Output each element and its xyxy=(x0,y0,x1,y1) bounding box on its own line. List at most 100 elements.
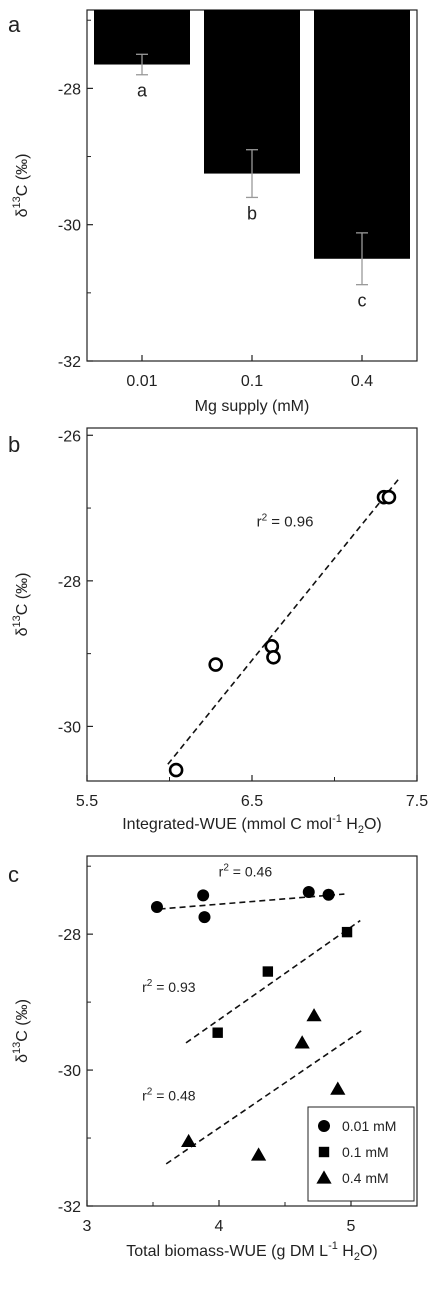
r2-r: r xyxy=(257,513,262,530)
xlabel-mid: H xyxy=(342,816,358,833)
legend-marker-square xyxy=(318,1146,330,1158)
xlabel-sup: -1 xyxy=(332,813,342,825)
ylabel-rest: C (‰) xyxy=(14,573,31,616)
panel-letter-a: a xyxy=(8,12,21,37)
y-axis-label: δ13C (‰) xyxy=(11,154,31,218)
y-tick-label: -32 xyxy=(58,1199,81,1216)
regression-line xyxy=(185,919,361,1044)
ylabel-delta: δ xyxy=(14,627,31,636)
legend: 0.01 mM 0.1 mM 0.4 mM xyxy=(307,1106,415,1202)
ylabel-sup: 13 xyxy=(11,196,23,208)
r2-value: = 0.93 xyxy=(152,979,195,995)
xlabel-pre: Integrated-WUE (mmol C mol xyxy=(122,816,332,833)
y-tick-label: -26 xyxy=(58,428,81,445)
data-point-triangle xyxy=(330,1081,346,1095)
data-point-triangle xyxy=(251,1147,267,1161)
regression-line xyxy=(159,893,345,910)
x-axis-label: Integrated-WUE (mmol C mol-1 H2O) xyxy=(122,813,382,836)
y-tick-label: -30 xyxy=(58,218,81,235)
x-tick-label: 4 xyxy=(215,1218,224,1235)
legend-marker-circle xyxy=(318,1120,330,1132)
y-tick-label: -28 xyxy=(58,574,81,591)
ylabel-delta: δ xyxy=(14,208,31,217)
x-axis-label: Total biomass-WUE (g DM L-1 H2O) xyxy=(126,1240,378,1263)
y-tick-label: -28 xyxy=(58,81,81,98)
data-point-circle xyxy=(197,889,210,902)
r2-r: r xyxy=(142,979,147,995)
xlabel-post: O) xyxy=(364,816,382,833)
legend-label: 0.01 mM xyxy=(342,1118,396,1134)
data-point xyxy=(381,489,397,505)
r2-sup: 2 xyxy=(262,512,268,523)
r-squared-label: r2 = 0.96 xyxy=(257,512,314,530)
data-point-circle xyxy=(322,888,335,901)
data-point-square xyxy=(212,1027,223,1038)
panel-a-bar-chart: -28 -30 -32 a 0.01 b 0.1 c 0.4 Mg supply (mM) δ13C… xyxy=(11,9,418,415)
data-point-triangle xyxy=(294,1035,310,1049)
legend-label: 0.4 mM xyxy=(342,1170,389,1186)
data-point-square xyxy=(262,966,274,977)
bar xyxy=(204,10,300,174)
ylabel-rest: C (‰) xyxy=(14,154,31,197)
r-squared-label: r2 = 0.93 xyxy=(142,978,196,995)
x-tick-label: 3 xyxy=(83,1218,92,1235)
ylabel-sup: 13 xyxy=(11,615,23,627)
x-tick-label: 5.5 xyxy=(76,793,98,810)
y-axis-label: δ13C (‰) xyxy=(11,573,31,637)
x-tick-label: 5 xyxy=(347,1218,356,1235)
xlabel-sup: -1 xyxy=(328,1240,338,1252)
r2-sup: 2 xyxy=(147,978,153,989)
y-axis-label: δ13C (‰) xyxy=(11,999,31,1063)
data-point-circle xyxy=(302,886,315,899)
ylabel-delta: δ xyxy=(14,1054,31,1063)
r2-value: = 0.48 xyxy=(152,1088,195,1104)
r2-value: = 0.96 xyxy=(267,513,313,530)
y-tick-label: -32 xyxy=(58,354,81,371)
significance-letter: c xyxy=(358,291,367,311)
xlabel-mid: H xyxy=(338,1243,354,1260)
data-point-circle xyxy=(150,900,163,913)
y-tick-label: -28 xyxy=(58,927,81,944)
x-tick-label: 6.5 xyxy=(241,793,263,810)
xlabel-pre: Total biomass-WUE (g DM L xyxy=(126,1243,328,1260)
r2-r: r xyxy=(142,1088,147,1104)
data-point xyxy=(208,657,223,672)
panel-letter-b: b xyxy=(8,432,20,457)
legend-label: 0.1 mM xyxy=(342,1144,389,1160)
bar xyxy=(314,10,410,259)
y-tick-label: -30 xyxy=(58,719,81,736)
plot-frame xyxy=(86,855,418,1207)
data-point-triangle xyxy=(181,1133,197,1148)
data-point xyxy=(168,762,184,778)
plot-frame xyxy=(86,427,418,782)
r2-sup: 2 xyxy=(147,1087,153,1098)
x-axis-label: Mg supply (mM) xyxy=(195,398,310,415)
ylabel-rest: C (‰) xyxy=(14,999,31,1042)
panel-letter-c: c xyxy=(8,862,19,887)
legend-marker-triangle xyxy=(316,1170,332,1184)
data-point xyxy=(266,649,281,665)
xlabel-post: O) xyxy=(360,1243,378,1260)
xlabel-sub: 2 xyxy=(354,1251,360,1263)
x-tick-label: 7.5 xyxy=(406,793,428,810)
data-point-circle xyxy=(198,911,211,924)
r2-r: r xyxy=(219,863,224,879)
data-point-square xyxy=(341,926,353,938)
xlabel-sub: 2 xyxy=(358,824,364,836)
x-tick-label: 0.4 xyxy=(351,373,373,390)
data-point-triangle xyxy=(306,1008,322,1022)
r-squared-label: r2 = 0.48 xyxy=(142,1087,196,1104)
y-tick-label: -30 xyxy=(58,1063,81,1080)
significance-letter: b xyxy=(247,203,257,223)
ylabel-sup: 13 xyxy=(11,1042,23,1054)
regression-line xyxy=(167,476,402,765)
x-tick-label: 0.01 xyxy=(126,373,157,390)
r-squared-label: r2 = 0.46 xyxy=(219,862,273,879)
r2-sup: 2 xyxy=(223,862,229,873)
significance-letter: a xyxy=(137,81,148,101)
panel-b-scatter-chart: -26-28-305.5 6.5 7.5r2 = 0.96Integrated-WU… xyxy=(11,427,428,836)
x-tick-label: 0.1 xyxy=(241,373,263,390)
r2-value: = 0.46 xyxy=(229,863,272,879)
